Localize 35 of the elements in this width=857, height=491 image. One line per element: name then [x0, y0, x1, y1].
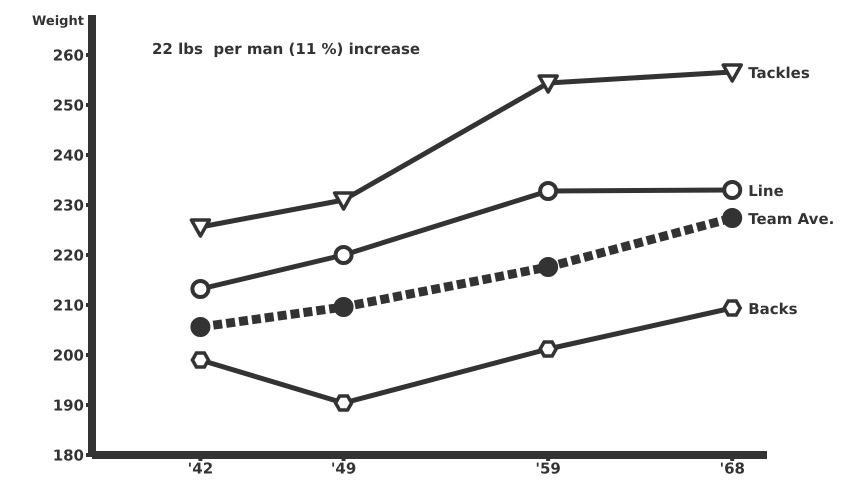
- point: [538, 181, 558, 201]
- y-tick-label: 200: [52, 346, 84, 364]
- x-tick-label: '59: [535, 460, 561, 478]
- point: [722, 180, 742, 200]
- point: [334, 297, 354, 317]
- point: [332, 191, 354, 211]
- x-tick-label: '42: [188, 460, 214, 478]
- series-label: Backs: [748, 300, 798, 318]
- y-axis-title: Weight: [32, 14, 84, 29]
- point: [190, 317, 210, 337]
- y-tick-label: 240: [52, 146, 84, 164]
- point: [334, 245, 354, 265]
- y-tick-label: 180: [52, 446, 84, 464]
- point: [538, 257, 558, 277]
- series-label: Line: [748, 182, 784, 200]
- point: [334, 394, 354, 412]
- point: [537, 74, 559, 94]
- y-tick-label: 210: [52, 296, 84, 314]
- point: [538, 340, 558, 358]
- y-tick-label: 260: [52, 46, 84, 64]
- y-tick-label: 190: [52, 396, 84, 414]
- point: [721, 63, 743, 83]
- point: [190, 279, 210, 299]
- annotation: 22 lbs per man (11 %) increase: [152, 40, 420, 58]
- point: [190, 351, 210, 369]
- x-tick-label: '68: [719, 460, 745, 478]
- point: [722, 299, 742, 317]
- series-label: Tackles: [748, 64, 810, 82]
- y-tick-label: 220: [52, 246, 84, 264]
- point: [722, 208, 742, 228]
- series-label: Team Ave.: [748, 210, 834, 228]
- point: [190, 218, 212, 238]
- x-tick-label: '49: [330, 460, 356, 478]
- y-tick-label: 230: [52, 196, 84, 214]
- y-tick-label: 250: [52, 96, 84, 114]
